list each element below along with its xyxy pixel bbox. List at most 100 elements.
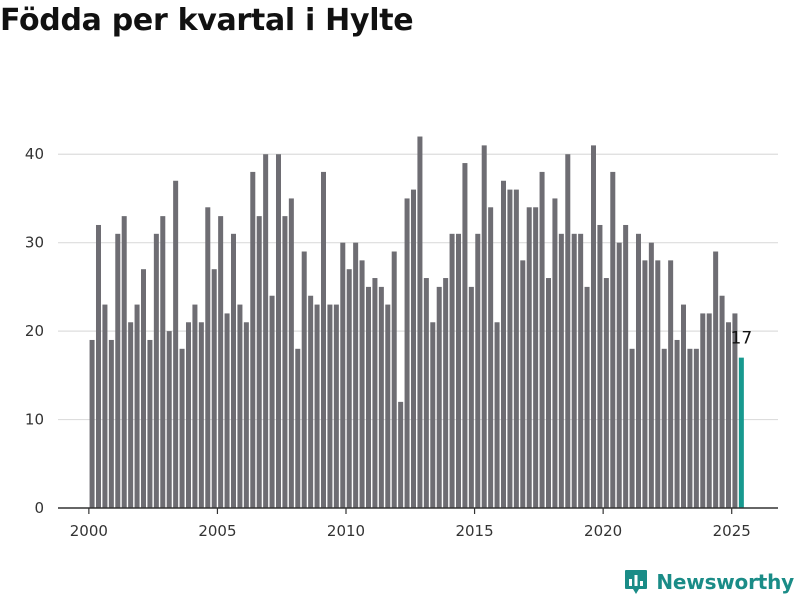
bar <box>269 295 275 508</box>
bar <box>410 189 416 508</box>
chart-title: Födda per kvartal i Hylte <box>0 3 414 38</box>
bar <box>288 198 294 508</box>
bar <box>243 322 249 508</box>
bar <box>468 286 474 508</box>
bar <box>648 242 654 509</box>
bar <box>237 304 243 508</box>
bar <box>494 322 500 508</box>
bar <box>256 216 262 508</box>
bar <box>481 145 487 508</box>
bar <box>128 322 134 508</box>
bar <box>455 233 461 508</box>
bar <box>153 233 159 508</box>
bar <box>333 304 339 508</box>
bar <box>443 278 449 508</box>
bar <box>166 331 172 508</box>
y-tick-label: 20 <box>25 322 44 340</box>
bar <box>404 198 410 508</box>
bar <box>565 154 571 508</box>
bar <box>578 233 584 508</box>
bar <box>250 171 256 508</box>
bar <box>282 216 288 508</box>
bar <box>623 224 629 509</box>
bar <box>610 171 616 508</box>
bar <box>108 339 114 508</box>
bar <box>198 322 204 508</box>
bar <box>95 224 101 509</box>
newsworthy-logo-icon <box>625 570 648 594</box>
bar <box>275 154 281 508</box>
bar <box>616 242 622 509</box>
y-axis-ticks: 0 10 20 30 40 <box>25 145 44 517</box>
bar <box>507 189 513 508</box>
bar <box>160 216 166 508</box>
bar <box>545 278 551 508</box>
bar <box>423 278 429 508</box>
bar <box>713 251 719 508</box>
bar <box>134 304 140 508</box>
bar-highlight <box>738 357 744 508</box>
bar <box>603 278 609 508</box>
y-tick-label: 30 <box>25 234 44 252</box>
bar <box>719 295 725 508</box>
bar <box>391 251 397 508</box>
bar <box>372 278 378 508</box>
bar <box>590 145 596 508</box>
bar <box>674 339 680 508</box>
y-tick-label: 0 <box>34 499 44 517</box>
bar <box>365 286 371 508</box>
bar <box>378 286 384 508</box>
bar <box>263 154 269 508</box>
bar <box>700 313 706 508</box>
bar <box>308 295 314 508</box>
bar <box>230 233 236 508</box>
bar <box>500 180 506 508</box>
bar <box>668 260 674 508</box>
bar <box>597 224 603 509</box>
bar <box>552 198 558 508</box>
bar <box>102 304 108 508</box>
bar <box>642 260 648 508</box>
bar <box>687 348 693 508</box>
bar <box>346 269 352 508</box>
y-tick-label: 10 <box>25 411 44 429</box>
bar <box>661 348 667 508</box>
bar <box>218 216 224 508</box>
bar <box>706 313 712 508</box>
bar <box>115 233 121 508</box>
x-tick-label: 2025 <box>713 522 751 540</box>
y-tick-label: 40 <box>25 145 44 163</box>
data-labels: 17 <box>731 329 753 349</box>
bar <box>295 348 301 508</box>
bar <box>725 322 731 508</box>
bar <box>513 189 519 508</box>
bar <box>436 286 442 508</box>
bar <box>327 304 333 508</box>
highlight-value-label: 17 <box>731 329 753 349</box>
bar <box>179 348 185 508</box>
bar <box>584 286 590 508</box>
bar <box>205 207 211 509</box>
bar <box>539 171 545 508</box>
bar <box>121 216 127 508</box>
x-tick-label: 2010 <box>327 522 365 540</box>
bar <box>359 260 365 508</box>
bar <box>449 233 455 508</box>
bar <box>526 207 532 509</box>
bar <box>211 269 217 508</box>
bar <box>385 304 391 508</box>
bar <box>462 163 468 508</box>
bar <box>558 233 564 508</box>
bar <box>629 348 635 508</box>
bar <box>520 260 526 508</box>
bar <box>192 304 198 508</box>
bar <box>417 136 423 508</box>
bar <box>635 233 641 508</box>
bar <box>301 251 307 508</box>
bar <box>655 260 661 508</box>
brand-logo: Newsworthy <box>624 569 794 595</box>
bar <box>430 322 436 508</box>
bar <box>680 304 686 508</box>
bar <box>533 207 539 509</box>
bar <box>488 207 494 509</box>
